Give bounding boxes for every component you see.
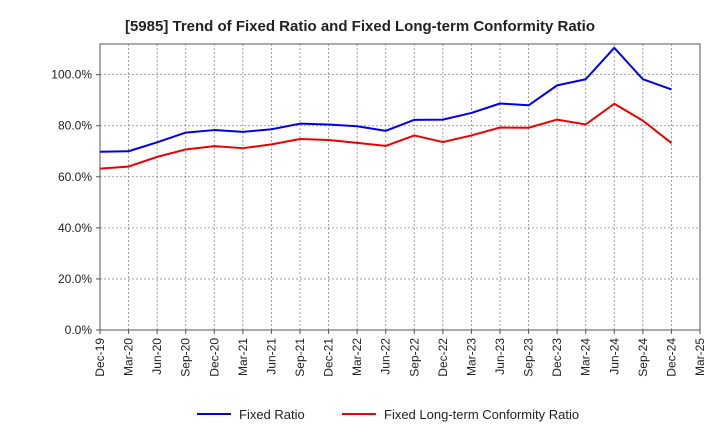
series-line-1 bbox=[99, 102, 673, 170]
y-tick-label: 80.0% bbox=[58, 119, 92, 133]
x-tick-label: Mar-20 bbox=[122, 338, 136, 376]
x-tick-label: Mar-24 bbox=[579, 338, 593, 376]
legend-label-1: Fixed Long-term Conformity Ratio bbox=[384, 407, 579, 422]
series-line-0 bbox=[99, 46, 672, 153]
axes: 0.0% 20.0% 40.0% 60.0% 80.0% 100.0% Dec-19 Mar-… bbox=[51, 43, 707, 377]
x-tick-label: Jun-21 bbox=[264, 338, 278, 375]
legend: Fixed Ratio Fixed Long-term Conformity Ra… bbox=[197, 407, 579, 422]
series-lines bbox=[99, 46, 673, 170]
x-tick-label: Dec-23 bbox=[550, 338, 564, 377]
x-tick-label: Dec-19 bbox=[93, 338, 107, 377]
x-tick-label: Sep-22 bbox=[407, 338, 421, 377]
x-tick-label: Sep-24 bbox=[636, 338, 650, 377]
y-tick-label: 60.0% bbox=[58, 170, 92, 184]
y-tick-label: 0.0% bbox=[65, 323, 93, 337]
x-tick-label: Jun-22 bbox=[379, 338, 393, 375]
y-tick-label: 20.0% bbox=[58, 272, 92, 286]
x-tick-label: Sep-23 bbox=[522, 338, 536, 377]
legend-label-0: Fixed Ratio bbox=[239, 407, 305, 422]
y-tick-label: 100.0% bbox=[51, 68, 92, 82]
x-tick-label: Sep-20 bbox=[179, 338, 193, 377]
x-tick-label: Mar-21 bbox=[236, 338, 250, 376]
x-tick-label: Jun-23 bbox=[493, 338, 507, 375]
plot-frame bbox=[99, 43, 701, 331]
x-tick-label: Dec-22 bbox=[436, 338, 450, 377]
x-tick-label: Jun-24 bbox=[607, 338, 621, 375]
chart-title: [5985] Trend of Fixed Ratio and Fixed Lo… bbox=[125, 18, 595, 35]
x-tick-label: Dec-21 bbox=[322, 338, 336, 377]
y-tick-label: 40.0% bbox=[58, 221, 92, 235]
x-tick-label: Mar-25 bbox=[693, 338, 707, 376]
grid bbox=[99, 44, 701, 331]
x-tick-label: Mar-22 bbox=[350, 338, 364, 376]
x-tick-label: Mar-23 bbox=[464, 338, 478, 376]
x-tick-label: Dec-20 bbox=[207, 338, 221, 377]
x-tick-label: Dec-24 bbox=[664, 338, 678, 377]
x-tick-label: Sep-21 bbox=[293, 338, 307, 377]
x-tick-label: Jun-20 bbox=[150, 338, 164, 375]
